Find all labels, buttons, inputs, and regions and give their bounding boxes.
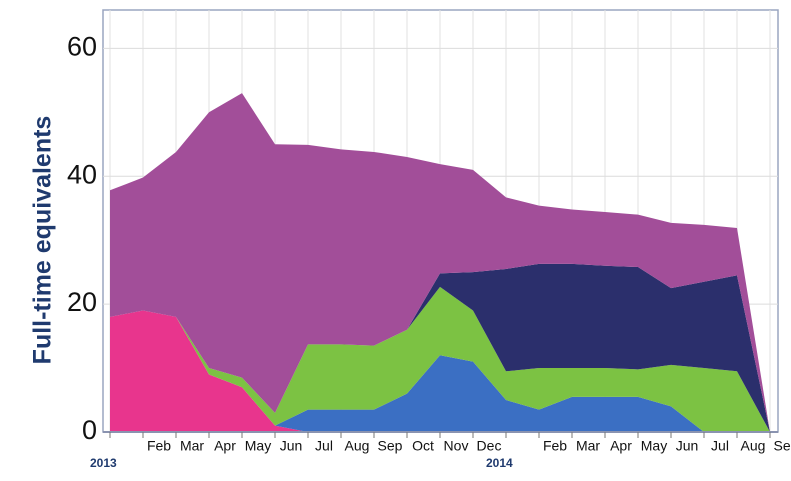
x-tick-label: Jun [676,438,699,454]
x-tick-label: Feb [147,438,171,454]
y-axis-label: Full-time equivalents [29,116,57,365]
x-tick-label: 2014 [486,456,513,470]
y-tick-label: 60 [67,31,97,61]
x-tick-label: Sep [774,438,791,454]
x-tick-label: Mar [180,438,204,454]
x-tick-label: Sep [378,438,403,454]
x-tick-label: Dec [477,438,502,454]
x-tick-label: Apr [214,438,236,454]
area [110,286,770,432]
y-tick-label: 40 [67,159,97,189]
x-tick-label: May [641,438,667,454]
x-tick-label: Jun [280,438,303,454]
x-tick-label: Nov [444,438,469,454]
x-tick-label: Oct [412,438,434,454]
area [110,310,770,432]
x-tick-label: Apr [610,438,632,454]
x-tick-label: Mar [576,438,600,454]
area [110,310,770,432]
y-tick-label: 20 [67,287,97,317]
x-tick-label: May [245,438,271,454]
area [110,263,770,432]
x-tick-label: 2013 [90,456,117,470]
x-tick-label: Jul [315,438,333,454]
x-tick-label: Feb [543,438,567,454]
x-tick-label: Aug [345,438,370,454]
y-tick-label: 0 [82,415,97,445]
x-tick-label: Aug [741,438,766,454]
area [110,93,770,432]
x-tick-label: Jul [711,438,729,454]
